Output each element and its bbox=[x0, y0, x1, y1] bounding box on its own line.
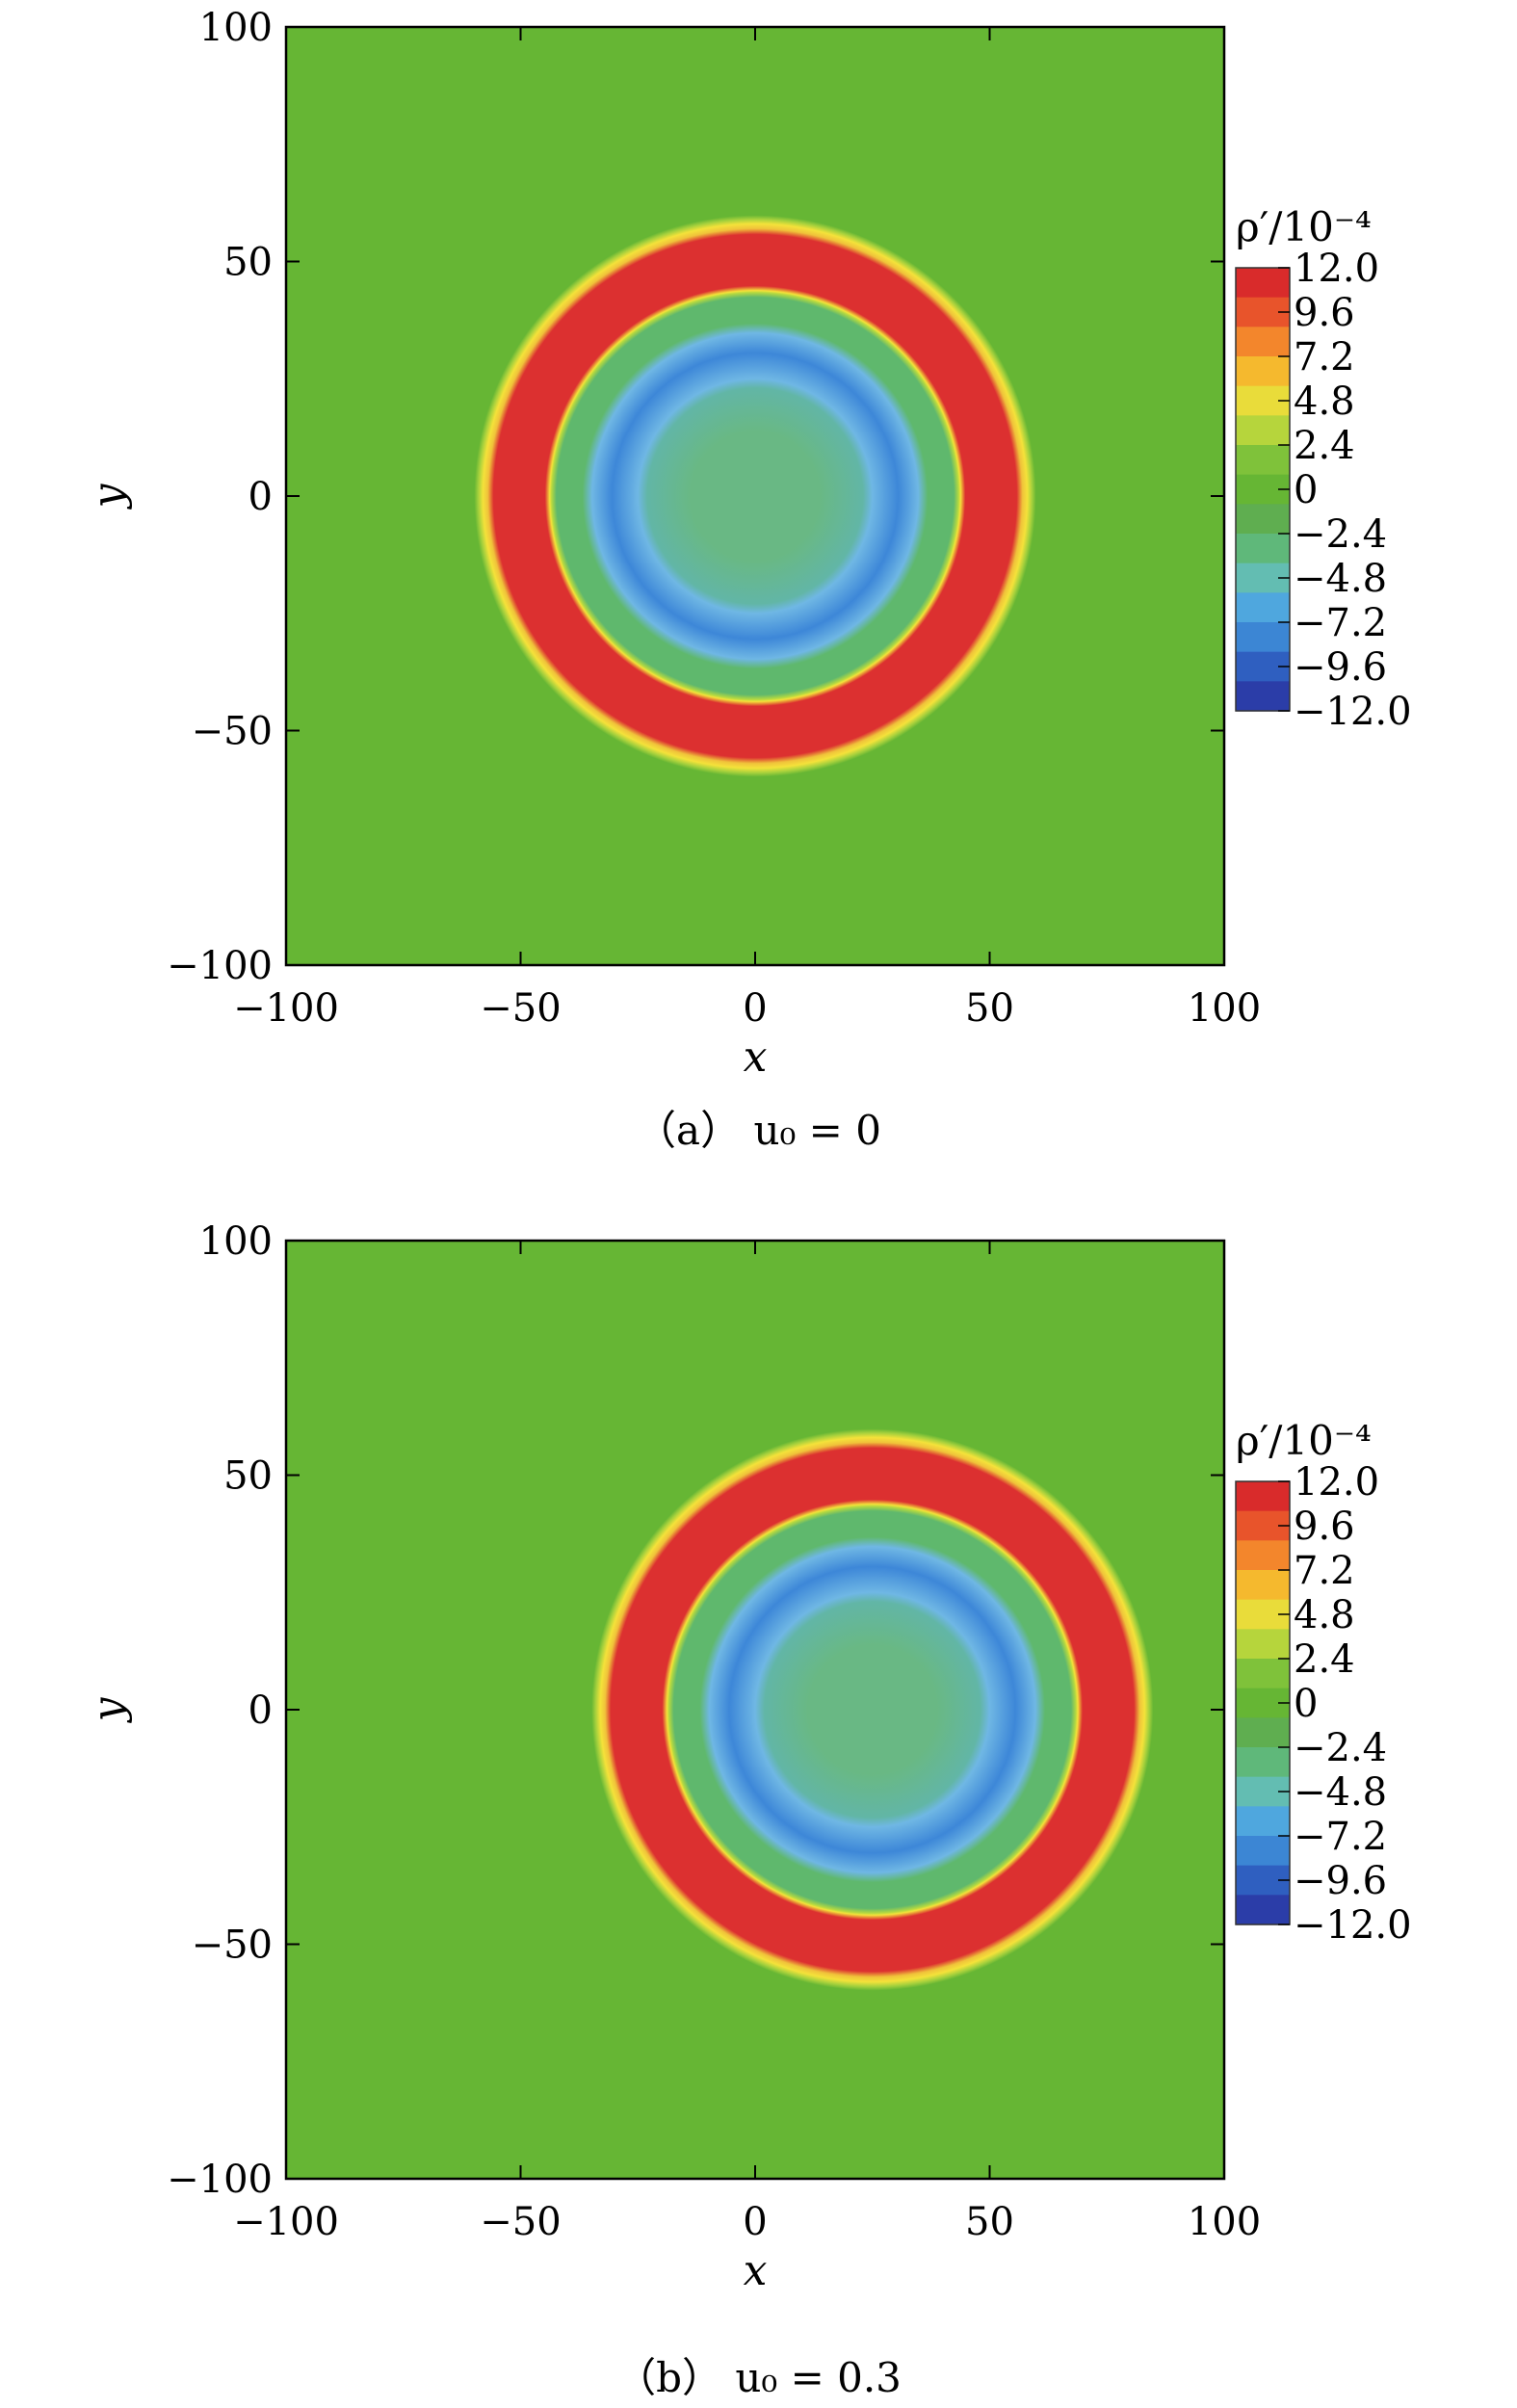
colorbar-label: 12.0 bbox=[1294, 1460, 1379, 1505]
y-tick-label: 50 bbox=[223, 1454, 273, 1499]
colorbar-label: −4.8 bbox=[1294, 1770, 1387, 1815]
y-tick-label: −100 bbox=[167, 944, 273, 988]
y-tick-label: −100 bbox=[167, 2158, 273, 2202]
x-tick-label: 100 bbox=[1188, 2200, 1261, 2244]
colorbar-band bbox=[1236, 1481, 1290, 1512]
colorbar-label: 9.6 bbox=[1294, 1505, 1355, 1549]
colorbar-label: −9.6 bbox=[1294, 645, 1387, 690]
plot-area bbox=[286, 1241, 1224, 2179]
x-tick-label: −100 bbox=[233, 986, 339, 1031]
y-tick-label: 50 bbox=[223, 241, 273, 285]
colorbar-label: −2.4 bbox=[1294, 1726, 1387, 1770]
contour-plot-b: −100 −50 0 50 100 100 50 0 −50 −100 x y ρ′/10⁻⁴12.09… bbox=[84, 1219, 1412, 2295]
colorbar-label: 4.8 bbox=[1294, 380, 1355, 424]
caption-b: （b） u₀ = 0.3 bbox=[615, 2354, 902, 2401]
colorbar-label: −4.8 bbox=[1294, 557, 1387, 601]
colorbar-label: 7.2 bbox=[1294, 335, 1355, 380]
colorbar-label: 2.4 bbox=[1294, 424, 1355, 468]
caption-a: （a） u₀ = 0 bbox=[636, 1107, 881, 1154]
colorbar-band bbox=[1236, 327, 1290, 357]
colorbar-band bbox=[1236, 534, 1290, 564]
x-tick-label: −50 bbox=[480, 2200, 561, 2244]
x-axis-title: x bbox=[744, 2246, 768, 2295]
pressure-wave-rings bbox=[591, 1428, 1154, 1991]
colorbar-band bbox=[1236, 1717, 1290, 1748]
y-tick-label: −50 bbox=[192, 1924, 273, 1968]
colorbar-label: 0 bbox=[1294, 1682, 1318, 1726]
colorbar-band bbox=[1236, 356, 1290, 387]
colorbar-band bbox=[1236, 1895, 1290, 1925]
colorbar-band bbox=[1236, 592, 1290, 623]
plot-area bbox=[286, 27, 1224, 965]
colorbar-band bbox=[1236, 1629, 1290, 1660]
colorbar-band bbox=[1236, 1540, 1290, 1571]
colorbar-label: 12.0 bbox=[1294, 247, 1379, 291]
colorbar-label: −12.0 bbox=[1294, 1903, 1412, 1948]
x-tick-label: 0 bbox=[743, 2200, 767, 2244]
colorbar-label: 4.8 bbox=[1294, 1593, 1355, 1637]
colorbar-label: 9.6 bbox=[1294, 291, 1355, 335]
colorbar-label: −7.2 bbox=[1294, 1815, 1387, 1859]
colorbar-band bbox=[1236, 268, 1290, 299]
colorbar-band bbox=[1236, 1836, 1290, 1867]
colorbar-title: ρ′/10⁻⁴ bbox=[1236, 203, 1372, 250]
colorbar-band bbox=[1236, 622, 1290, 653]
colorbar-label: −12.0 bbox=[1294, 690, 1412, 734]
y-axis-title: y bbox=[84, 1696, 133, 1723]
colorbar-label: −2.4 bbox=[1294, 512, 1387, 557]
colorbar-band bbox=[1236, 1747, 1290, 1778]
x-tick-label: 100 bbox=[1188, 986, 1261, 1031]
pressure-wave-rings bbox=[474, 215, 1036, 777]
colorbar: ρ′/10⁻⁴12.09.67.24.82.40−2.4−4.8−7.2−9.6… bbox=[1235, 203, 1412, 734]
y-axis-title: y bbox=[84, 483, 133, 510]
x-tick-label: 50 bbox=[965, 986, 1014, 1031]
x-axis-title: x bbox=[744, 1033, 768, 1082]
y-tick-label: 100 bbox=[199, 1219, 273, 1264]
colorbar-band bbox=[1236, 1659, 1290, 1689]
colorbar-band bbox=[1236, 1570, 1290, 1601]
colorbar-label: −7.2 bbox=[1294, 601, 1387, 645]
contour-plot-a: −100 −50 0 50 100 100 50 0 −50 −100 x y ρ′/10⁻⁴12.09… bbox=[84, 6, 1412, 1082]
panel-a: −100 −50 0 50 100 100 50 0 −50 −100 x y ρ′/10⁻⁴ 12.0 9… bbox=[0, 0, 1517, 1194]
colorbar-band bbox=[1236, 1806, 1290, 1837]
x-tick-label: 0 bbox=[743, 986, 767, 1031]
colorbar-label: −9.6 bbox=[1294, 1859, 1387, 1903]
colorbar-label: 0 bbox=[1294, 468, 1318, 512]
colorbar-band bbox=[1236, 681, 1290, 712]
x-tick-label: −50 bbox=[480, 986, 561, 1031]
colorbar-label: 2.4 bbox=[1294, 1637, 1355, 1682]
colorbar-label: 7.2 bbox=[1294, 1549, 1355, 1593]
y-tick-label: 100 bbox=[199, 6, 273, 50]
y-tick-label: 0 bbox=[248, 475, 273, 519]
y-tick-label: 0 bbox=[248, 1688, 273, 1733]
y-tick-label: −50 bbox=[192, 710, 273, 754]
colorbar-title: ρ′/10⁻⁴ bbox=[1236, 1417, 1372, 1464]
x-tick-label: −100 bbox=[233, 2200, 339, 2244]
colorbar: ρ′/10⁻⁴12.09.67.24.82.40−2.4−4.8−7.2−9.6… bbox=[1235, 1417, 1412, 1948]
colorbar-band bbox=[1236, 504, 1290, 535]
colorbar-band bbox=[1236, 415, 1290, 446]
panel-b: −100 −50 0 50 100 100 50 0 −50 −100 x y ρ′/10⁻⁴ 12.0 9… bbox=[0, 1214, 1517, 2408]
x-tick-label: 50 bbox=[965, 2200, 1014, 2244]
colorbar-band bbox=[1236, 445, 1290, 476]
